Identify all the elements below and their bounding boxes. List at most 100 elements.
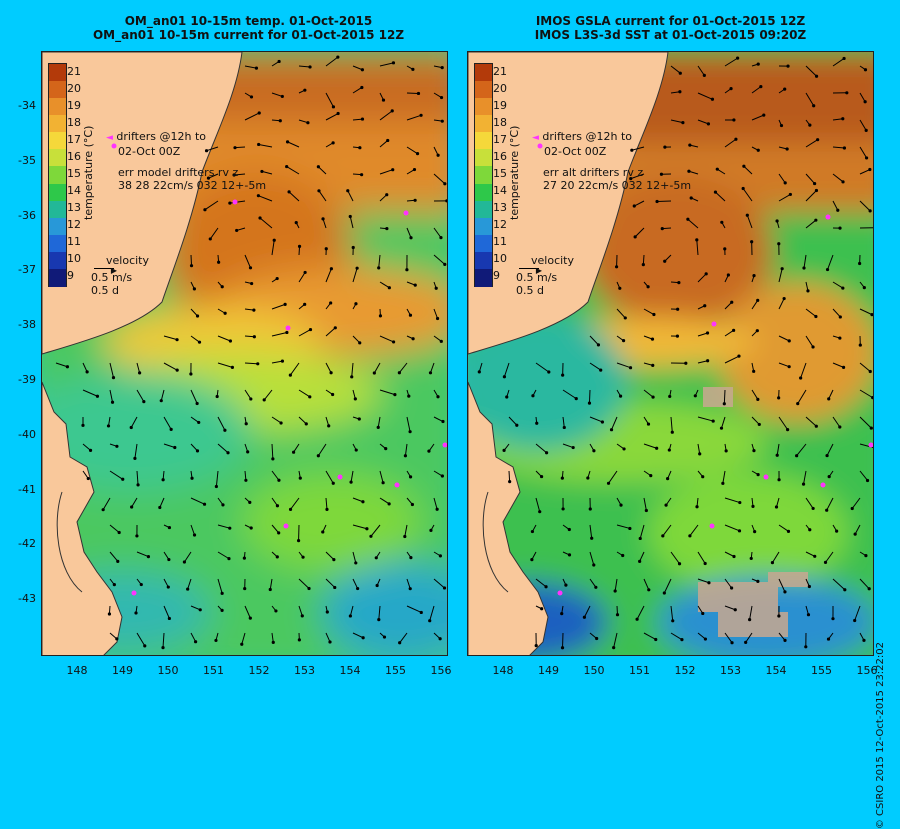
velocity-arrow-head: [614, 589, 617, 592]
left-map-canvas: [42, 52, 448, 656]
velocity-arrow-head: [599, 369, 602, 372]
velocity-arrow-head: [777, 242, 780, 245]
velocity-arrow-head: [136, 483, 139, 486]
right-drifter-note-line1: drifters @12h to: [542, 130, 632, 143]
left-err-line1: err model drifters rv z: [118, 166, 238, 179]
velocity-arrow-head: [81, 424, 84, 427]
y-tick-label: -37: [2, 263, 36, 276]
velocity-arrow-head: [647, 588, 650, 591]
velocity-arrow-head: [306, 121, 309, 124]
velocity-arrow-head: [108, 612, 111, 615]
velocity-arrow-head: [233, 146, 236, 149]
velocity-arrow-head: [742, 187, 745, 190]
colorbar-segment: [475, 166, 492, 184]
colorbar-segment: [475, 201, 492, 219]
colorbar-tick-label: 18: [67, 116, 81, 129]
velocity-arrow-head: [842, 366, 845, 369]
velocity-arrow-head: [121, 478, 124, 481]
velocity-arrow-head: [813, 182, 816, 185]
velocity-arrow-head: [736, 57, 739, 60]
velocity-arrow-head: [621, 554, 624, 557]
velocity-arrow-head: [607, 482, 610, 485]
velocity-arrow-head: [730, 301, 733, 304]
velocity-arrow-head: [815, 189, 818, 192]
colorbar-segment: [475, 252, 492, 270]
velocity-arrow-head: [331, 393, 334, 396]
velocity-arrow-head: [256, 362, 259, 365]
velocity-arrow-head: [628, 527, 631, 530]
velocity-arrow-head: [203, 503, 206, 506]
velocity-arrow-head: [392, 340, 395, 343]
velocity-arrow-head: [781, 267, 784, 270]
velocity-arrow-head: [752, 274, 755, 277]
colorbar-segment: [475, 184, 492, 202]
velocity-arrow-head: [409, 556, 412, 559]
velocity-arrow-head: [246, 450, 249, 453]
velocity-arrow-head: [330, 267, 333, 270]
colorbar-tick-label: 14: [493, 184, 507, 197]
left-title-line1: OM_an01 10-15m temp. 01-Oct-2015: [45, 14, 452, 28]
velocity-arrow-head: [862, 639, 865, 642]
colorbar-tick-label: 21: [67, 65, 81, 78]
velocity-arrow-head: [826, 268, 829, 271]
velocity-arrow-head: [173, 446, 176, 449]
colorbar-tick-label: 21: [493, 65, 507, 78]
velocity-arrow-head: [783, 639, 786, 642]
velocity-arrow-head: [720, 427, 723, 430]
velocity-arrow-head: [841, 180, 844, 183]
velocity-arrow-head: [138, 371, 141, 374]
velocity-arrow-head: [777, 614, 780, 617]
velocity-arrow-head: [802, 266, 805, 269]
velocity-arrow-head: [308, 65, 311, 68]
velocity-arrow-head: [377, 426, 380, 429]
velocity-arrow-head: [304, 271, 307, 274]
colorbar-tick-label: 11: [67, 235, 81, 248]
velocity-arrow-head: [815, 75, 818, 78]
velocity-arrow-head: [756, 398, 759, 401]
velocity-arrow-head: [723, 247, 726, 250]
colorbar-tick-label: 13: [493, 201, 507, 214]
velocity-arrow-head: [775, 219, 778, 222]
velocity-arrow-head: [358, 146, 361, 149]
x-tick-label: 150: [579, 664, 609, 677]
colorbar-tick-label: 19: [493, 99, 507, 112]
velocity-arrow-head: [588, 401, 591, 404]
velocity-arrow-head: [561, 646, 564, 649]
x-tick-label: 151: [625, 664, 655, 677]
velocity-arrow-head: [325, 508, 328, 511]
x-tick-label: 154: [335, 664, 365, 677]
velocity-arrow-head: [196, 402, 199, 405]
velocity-arrow-head: [334, 326, 337, 329]
velocity-arrow-head: [646, 285, 649, 288]
right-map-panel: [467, 51, 874, 656]
velocity-arrow-head: [409, 236, 412, 239]
velocity-arrow-head: [633, 204, 636, 207]
velocity-arrow-head: [841, 286, 844, 289]
velocity-arrow-head: [133, 457, 136, 460]
velocity-arrow-head: [816, 138, 819, 141]
x-tick-label: 148: [488, 664, 518, 677]
velocity-arrow-head: [285, 165, 288, 168]
velocity-arrow-head: [190, 477, 193, 480]
velocity-arrow-head: [301, 614, 304, 617]
velocity-arrow-head: [807, 613, 810, 616]
velocity-arrow-head: [373, 371, 376, 374]
velocity-arrow-head: [795, 454, 798, 457]
velocity-arrow-head: [561, 476, 564, 479]
velocity-arrow-head: [441, 420, 444, 423]
velocity-arrow-head: [176, 369, 179, 372]
velocity-arrow-head: [436, 317, 439, 320]
velocity-arrow-head: [130, 426, 133, 429]
left-colorbar-title: temperature (°C): [82, 126, 95, 220]
velocity-arrow-head: [258, 111, 261, 114]
velocity-arrow-head: [116, 560, 119, 563]
velocity-arrow-head: [843, 146, 846, 149]
velocity-arrow-head: [851, 507, 854, 510]
left-drifter-note: ◄ drifters @12h to 02-Oct 00Z: [106, 130, 206, 158]
velocity-arrow-head: [759, 85, 762, 88]
velocity-arrow-head: [386, 139, 389, 142]
velocity-arrow-head: [278, 60, 281, 63]
y-tick-label: -41: [2, 483, 36, 496]
colorbar-tick-label: 9: [493, 269, 500, 282]
velocity-arrow-head: [301, 556, 304, 559]
